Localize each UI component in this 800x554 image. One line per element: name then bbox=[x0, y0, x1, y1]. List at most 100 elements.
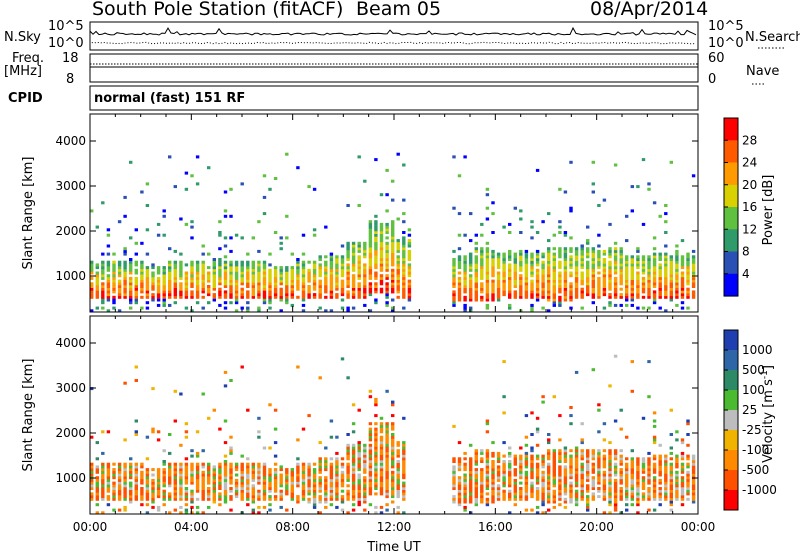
range-cell bbox=[246, 470, 250, 474]
range-cell bbox=[691, 473, 696, 477]
range-cell bbox=[251, 465, 255, 469]
range-cell bbox=[535, 473, 540, 477]
range-cell bbox=[641, 495, 646, 499]
range-cell bbox=[379, 282, 384, 286]
range-cell bbox=[547, 484, 551, 488]
range-cell bbox=[374, 468, 378, 472]
range-cell bbox=[519, 279, 523, 283]
range-cell bbox=[502, 255, 506, 259]
range-cell bbox=[151, 287, 155, 291]
range-cell bbox=[324, 497, 328, 501]
range-cell bbox=[669, 276, 673, 280]
range-cell bbox=[285, 293, 289, 297]
range-cell bbox=[134, 470, 138, 474]
range-cell bbox=[563, 287, 568, 291]
range-cell bbox=[112, 487, 116, 490]
range-cell bbox=[457, 295, 462, 299]
range-cell bbox=[563, 481, 568, 485]
range-cell bbox=[179, 497, 183, 501]
freq-unit: [MHz] bbox=[4, 64, 42, 79]
range-cell bbox=[324, 268, 328, 272]
range-cell bbox=[675, 266, 679, 270]
range-cell bbox=[190, 454, 194, 458]
range-cell bbox=[574, 260, 579, 264]
range-cell bbox=[335, 435, 339, 439]
range-cell bbox=[630, 260, 634, 264]
range-cell bbox=[652, 260, 657, 264]
range-cell bbox=[346, 470, 350, 474]
range-cell bbox=[664, 497, 668, 501]
range-cell bbox=[597, 290, 601, 294]
range-cell bbox=[519, 266, 523, 270]
range-cell bbox=[563, 290, 568, 294]
range-cell bbox=[346, 473, 350, 477]
range-cell bbox=[636, 274, 640, 278]
range-cell bbox=[396, 441, 400, 445]
range-cell bbox=[402, 247, 406, 251]
range-cell bbox=[117, 279, 122, 283]
range-cell bbox=[340, 306, 345, 310]
range-cell bbox=[374, 443, 378, 447]
range-cell bbox=[195, 468, 200, 472]
range-cell bbox=[240, 478, 244, 482]
range-cell bbox=[246, 301, 250, 305]
range-cell bbox=[251, 511, 255, 514]
range-cell bbox=[190, 309, 194, 312]
ytick-label: 3000 bbox=[55, 381, 86, 395]
range-cell bbox=[396, 489, 400, 493]
range-cell bbox=[391, 231, 395, 234]
range-cell bbox=[357, 497, 361, 501]
range-cell bbox=[129, 484, 133, 488]
range-cell bbox=[257, 290, 261, 294]
range-cell bbox=[558, 295, 562, 299]
range-cell bbox=[129, 271, 133, 275]
range-cell bbox=[379, 435, 384, 439]
range-cell bbox=[379, 424, 384, 428]
range-cell bbox=[251, 274, 255, 278]
range-cell bbox=[502, 282, 506, 286]
range-cell bbox=[368, 487, 373, 490]
range-cell bbox=[625, 282, 629, 286]
range-cell bbox=[658, 214, 662, 218]
range-cell bbox=[129, 290, 133, 294]
range-cell bbox=[101, 484, 105, 488]
range-cell bbox=[675, 295, 679, 299]
range-cell bbox=[647, 276, 651, 280]
range-cell bbox=[669, 497, 673, 501]
range-cell bbox=[547, 271, 551, 275]
range-cell bbox=[246, 276, 250, 280]
range-cell bbox=[357, 495, 361, 499]
range-cell bbox=[218, 481, 222, 485]
range-cell bbox=[608, 247, 612, 251]
range-cell bbox=[675, 465, 679, 469]
range-cell bbox=[106, 481, 111, 485]
range-cell bbox=[563, 454, 568, 458]
range-cell bbox=[664, 274, 668, 278]
range-cell bbox=[123, 473, 127, 477]
range-cell bbox=[669, 266, 673, 270]
range-cell bbox=[691, 497, 696, 501]
range-cell bbox=[491, 293, 495, 297]
range-cell bbox=[541, 473, 545, 477]
range-cell bbox=[558, 465, 562, 469]
range-cell bbox=[346, 454, 350, 458]
range-cell bbox=[519, 287, 523, 291]
range-cell bbox=[396, 476, 400, 480]
range-cell bbox=[162, 274, 166, 278]
range-cell bbox=[229, 282, 233, 286]
range-cell bbox=[95, 497, 99, 501]
range-cell bbox=[580, 306, 584, 310]
range-cell bbox=[636, 295, 640, 299]
range-cell bbox=[491, 478, 495, 482]
range-cell bbox=[485, 487, 490, 490]
range-cell bbox=[101, 260, 105, 264]
range-cell bbox=[396, 258, 400, 261]
range-cell bbox=[112, 298, 116, 302]
range-cell bbox=[90, 470, 94, 474]
range-cell bbox=[95, 441, 99, 445]
range-cell bbox=[145, 457, 150, 461]
range-cell bbox=[630, 478, 634, 482]
range-cell bbox=[519, 217, 523, 221]
range-cell bbox=[374, 484, 378, 488]
range-cell bbox=[273, 293, 278, 297]
